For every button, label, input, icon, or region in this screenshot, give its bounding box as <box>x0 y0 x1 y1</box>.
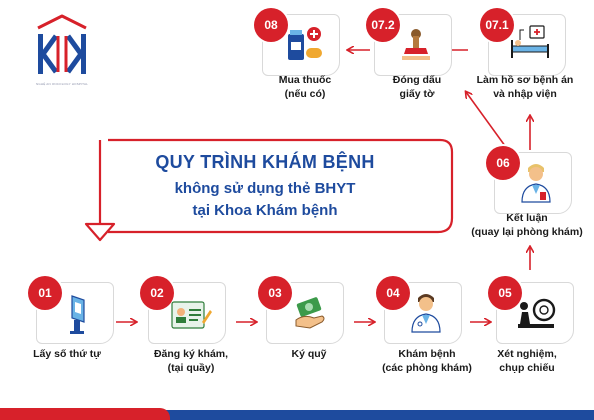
registration-form-icon <box>171 301 212 329</box>
step-label: Đăng ký khám, <box>153 348 229 360</box>
step-label: Khám bệnh <box>398 348 456 360</box>
step-label: (tại quầy) <box>167 361 215 374</box>
step-label: Đóng dấu <box>392 74 442 86</box>
step-badge: 07.2 <box>366 8 400 42</box>
title-frame-arrow <box>84 222 116 242</box>
hospital-kk-logo-icon <box>37 14 87 74</box>
step-label: (các phòng khám) <box>382 361 472 374</box>
step-label: và nhập viện <box>493 87 557 100</box>
step-badge: 08 <box>254 8 288 42</box>
page-title: QUY TRÌNH KHÁM BỆNH <box>155 152 375 172</box>
step-badge: 01 <box>28 276 62 310</box>
step-label: Xét nghiệm, <box>497 348 557 360</box>
step-badge: 03 <box>258 276 292 310</box>
step-label: Làm hồ sơ bệnh án <box>476 74 574 86</box>
logo-tagline: NGHỆ AN ONCOLOGY HOSPITAL <box>35 82 89 86</box>
arrow-06-072 <box>466 92 509 151</box>
step-badge: 04 <box>376 276 410 310</box>
step-badge: 05 <box>488 276 522 310</box>
footer-brand-bar <box>0 408 594 420</box>
medicine-icon <box>288 27 322 60</box>
stamp-icon <box>402 29 430 60</box>
step-badge: 02 <box>140 276 174 310</box>
hospital-bed-icon <box>511 25 549 58</box>
step-label: chụp chiếu <box>499 361 555 374</box>
kiosk-icon <box>70 295 85 334</box>
step-badge: 06 <box>486 146 520 180</box>
doctor-conclusion-icon <box>521 164 551 203</box>
xray-machine-icon <box>518 298 556 328</box>
title-box: QUY TRÌNH KHÁM BỆNH không sử dụng thẻ BH… <box>100 136 430 232</box>
step-badge: 07.1 <box>480 8 514 42</box>
step-label: (nếu có) <box>284 87 326 100</box>
doctor-icon <box>411 294 441 333</box>
step-label: (quay lại phòng khám) <box>471 225 583 238</box>
title-subtitle-2: tại Khoa Khám bệnh <box>192 202 338 219</box>
title-subtitle-1: không sử dụng thẻ BHYT <box>174 180 356 197</box>
step-label: Lấy số thứ tự <box>33 348 101 360</box>
title-frame <box>108 138 454 234</box>
step-label: Kết luận <box>506 212 548 224</box>
step-label: giấy tờ <box>399 87 435 100</box>
step-label: Ký quỹ <box>291 348 327 360</box>
payment-deposit-icon <box>295 297 325 329</box>
step-label: Mua thuốc <box>278 74 332 86</box>
